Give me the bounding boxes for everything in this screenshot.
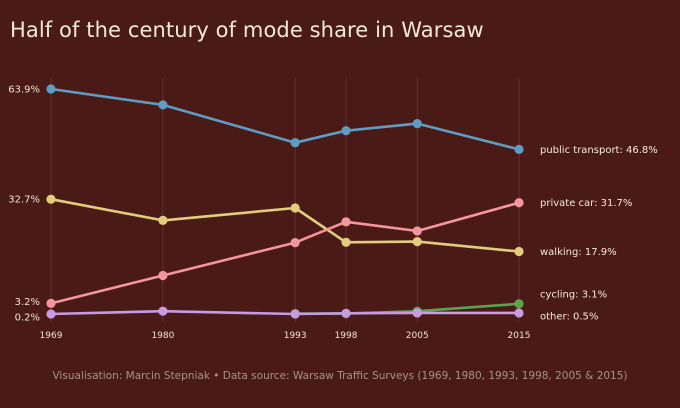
x-tick-1969: 1969 bbox=[40, 331, 63, 341]
footer-credits: Visualisation: Marcin Stepniak • Data so… bbox=[52, 370, 628, 382]
end-label-private-car: private car: 31.7% bbox=[540, 198, 632, 209]
end-label-public-transport: public transport: 46.8% bbox=[540, 145, 658, 156]
data-points bbox=[46, 84, 524, 319]
point-walking-0 bbox=[46, 194, 56, 204]
x-tick-1998: 1998 bbox=[335, 331, 358, 341]
series-line-walking bbox=[50, 197, 520, 253]
point-cycling-3 bbox=[514, 299, 524, 309]
end-label-other: other: 0.5% bbox=[540, 311, 598, 322]
series-end-labels: cycling: 3.1% public transport: 46.8% walk… bbox=[540, 145, 658, 323]
chart-title: Half of the century of mode share in War… bbox=[10, 18, 484, 42]
point-private-car-5 bbox=[514, 198, 524, 208]
point-public-transport-1 bbox=[158, 100, 168, 110]
point-public-transport-3 bbox=[341, 126, 351, 136]
point-other-1 bbox=[158, 306, 168, 316]
point-private-car-1 bbox=[158, 270, 168, 281]
point-walking-2 bbox=[290, 203, 300, 213]
point-private-car-4 bbox=[412, 226, 422, 236]
series-line-public-transport bbox=[50, 87, 520, 151]
x-tick-1980: 1980 bbox=[151, 331, 174, 341]
point-private-car-0 bbox=[46, 298, 56, 309]
point-private-car-3 bbox=[341, 217, 351, 227]
y-tick-32-7: 32.7% bbox=[8, 195, 40, 206]
point-other-3 bbox=[341, 308, 351, 318]
series-line-other bbox=[50, 309, 519, 316]
series-line-private-car bbox=[50, 201, 520, 305]
point-walking-5 bbox=[514, 246, 524, 257]
x-tick-2005: 2005 bbox=[406, 331, 429, 341]
point-public-transport-4 bbox=[412, 119, 422, 129]
point-private-car-2 bbox=[290, 238, 300, 248]
series-lines bbox=[50, 87, 520, 316]
point-other-2 bbox=[290, 309, 300, 319]
x-tick-2015: 2015 bbox=[508, 331, 531, 341]
point-public-transport-2 bbox=[290, 138, 300, 148]
point-other-4 bbox=[412, 308, 422, 318]
x-axis-ticks: 1969 1980 1993 1998 2005 2015 bbox=[40, 331, 531, 341]
point-walking-3 bbox=[341, 237, 351, 247]
y-tick-3-2: 3.2% bbox=[15, 297, 40, 308]
point-public-transport-5 bbox=[514, 144, 524, 155]
point-walking-1 bbox=[158, 215, 168, 225]
y-tick-63-9: 63.9% bbox=[8, 85, 40, 96]
point-other-5 bbox=[514, 308, 524, 318]
end-label-walking: walking: 17.9% bbox=[540, 247, 617, 258]
point-walking-4 bbox=[412, 236, 422, 247]
x-tick-1993: 1993 bbox=[284, 331, 307, 341]
y-tick-0-2: 0.2% bbox=[15, 313, 40, 324]
point-public-transport-0 bbox=[46, 84, 56, 94]
end-label-cycling: cycling: 3.1% bbox=[540, 289, 607, 300]
y-axis-ticks: 63.9% 32.7% 3.2% 0.2% bbox=[8, 85, 40, 324]
point-other-0 bbox=[46, 309, 56, 319]
